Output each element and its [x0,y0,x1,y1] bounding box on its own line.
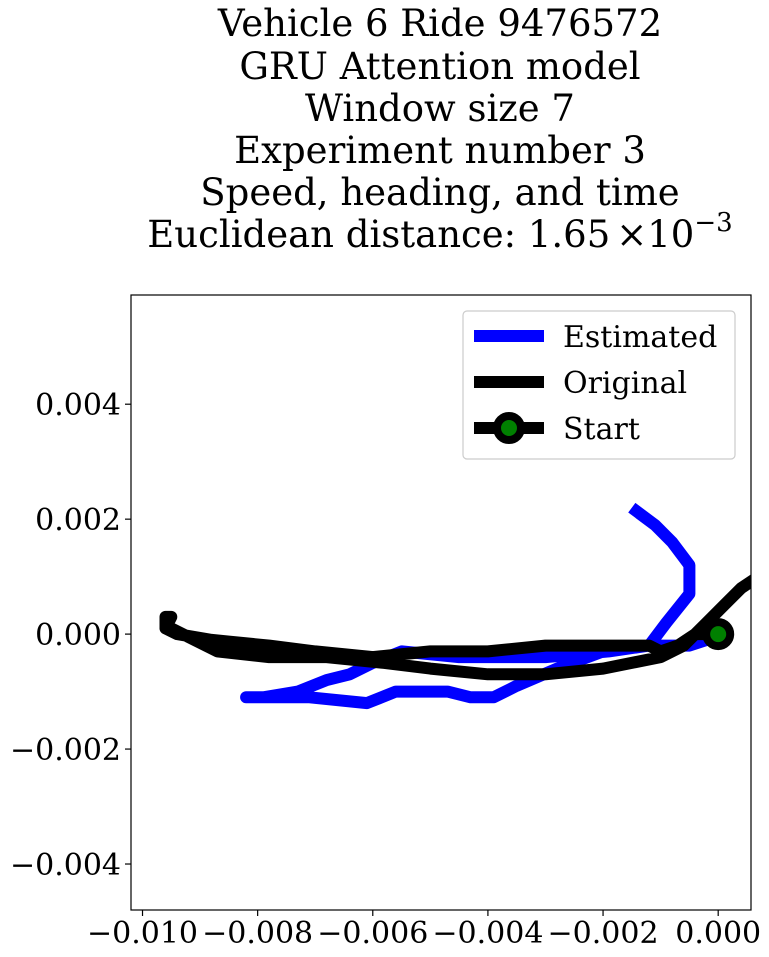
axis-ticks: −0.010 −0.008 −0.006 −0.004 −0.002 0.0000.004… [10,388,761,951]
plot-frame [130,294,752,911]
chart-title: Vehicle 6 Ride 9476572 GRU Attention mod… [147,2,732,256]
start-marker [702,618,735,651]
x-tick-label: −0.006 [317,916,428,951]
title-line-1: Vehicle 6 Ride 9476572 [217,2,662,45]
title-line-5: Speed, heading, and time [200,171,679,214]
y-tick-label: −0.004 [10,848,121,883]
x-tick-label: −0.004 [432,916,543,951]
legend-label-start: Start [563,412,640,447]
title-power-base: 10 [647,213,694,256]
x-tick-label: −0.002 [548,916,659,951]
y-tick-label: 0.004 [35,388,121,423]
title-line-3: Window size 7 [305,87,575,130]
y-tick-label: 0.002 [35,503,121,538]
legend-swatch-start-marker [493,412,525,444]
legend-label-original: Original [563,366,687,401]
series-layer [159,502,751,710]
legend: Estimated Original Start [462,310,736,460]
legend-label-estimated: Estimated [563,320,717,355]
y-tick-label: 0.000 [35,618,121,653]
x-tick-label: −0.008 [202,916,313,951]
title-power-exponent: −3 [694,208,732,238]
title-distance-prefix: Euclidean distance: 1.65 [147,213,610,256]
title-line-6: Euclidean distance: 1.65 ×10−3 [147,208,732,256]
title-line-2: GRU Attention model [239,45,640,88]
series-line-original [159,574,751,681]
y-tick-label: −0.002 [10,733,121,768]
title-times-sign: × [616,213,647,256]
x-tick-label: 0.000 [675,916,761,951]
title-line-4: Experiment number 3 [234,129,646,172]
marker-layer [702,618,735,651]
x-tick-label: −0.010 [87,916,198,951]
